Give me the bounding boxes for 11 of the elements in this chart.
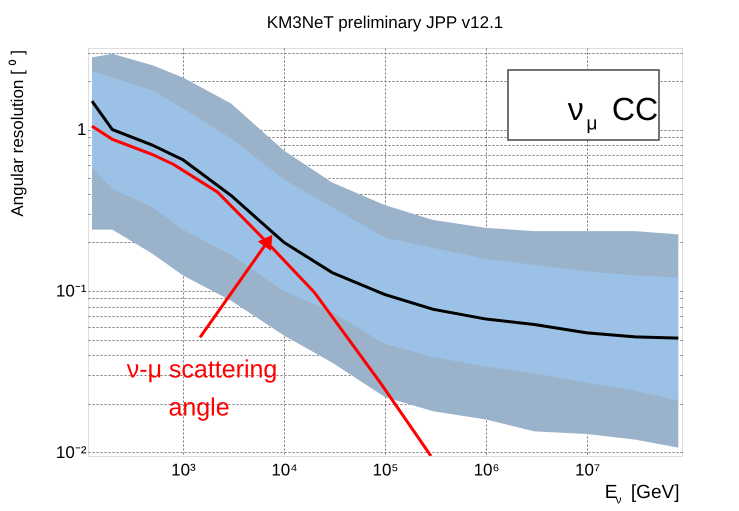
y-tick-label: 10⁻¹ xyxy=(56,281,87,300)
chart-title: KM3NeT preliminary JPP v12.1 xyxy=(266,13,504,32)
y-axis-title: Angular resolution [ ⁰ ] xyxy=(8,50,27,217)
x-tick-label: 10⁵ xyxy=(372,460,398,480)
x-tick-label: 10³ xyxy=(171,460,196,480)
y-tick-label: 10⁻² xyxy=(56,442,87,462)
x-tick-label: 10⁴ xyxy=(271,460,298,480)
x-tick-label: 10⁶ xyxy=(474,460,500,480)
y-tick-label: 1 xyxy=(77,120,86,140)
x-tick-label: 10⁷ xyxy=(575,460,600,480)
annotation: ν-μ scattering angle xyxy=(126,355,278,422)
